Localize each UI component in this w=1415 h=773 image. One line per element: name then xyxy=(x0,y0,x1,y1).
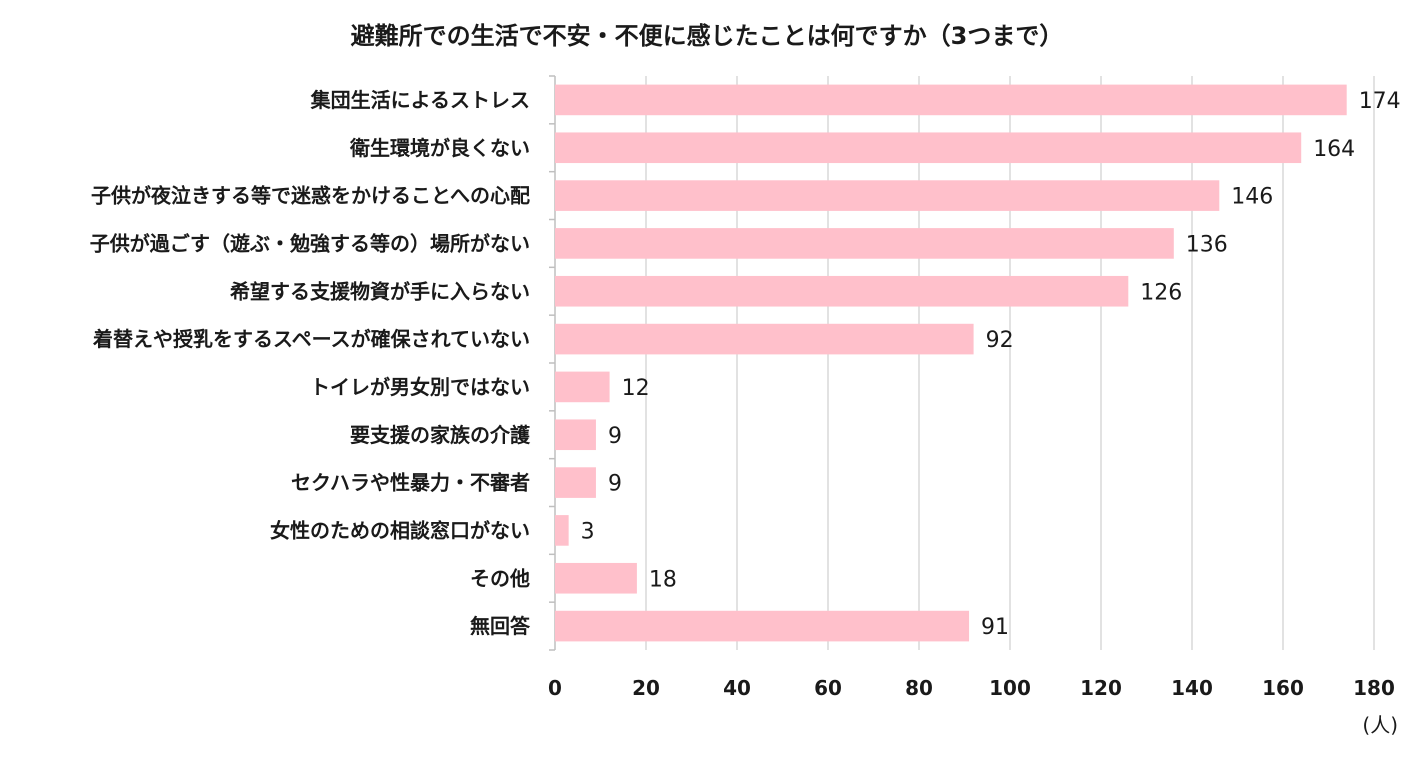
category-labels: 集団生活によるストレス衛生環境が良くない子供が夜泣きする等で迷惑をかけることへの… xyxy=(90,88,531,638)
category-label: 子供が夜泣きする等で迷惑をかけることへの心配 xyxy=(91,184,530,208)
bar xyxy=(555,467,596,498)
x-axis-ticks: 0 20 40 60 80 100 120 140 160 180 xyxy=(548,676,1395,700)
category-label: 集団生活によるストレス xyxy=(310,88,530,112)
x-tick-label: 160 xyxy=(1262,676,1304,700)
bar xyxy=(555,180,1220,211)
value-label: 92 xyxy=(986,328,1014,353)
x-tick-label: 140 xyxy=(1171,676,1213,700)
category-label: 無回答 xyxy=(470,614,531,638)
value-label: 164 xyxy=(1313,137,1355,162)
x-tick-label: 40 xyxy=(723,676,751,700)
category-label: 子供が過ごす（遊ぶ・勉強する等の）場所がない xyxy=(90,231,530,255)
bar xyxy=(555,132,1302,164)
bar xyxy=(555,84,1347,116)
x-tick-label: 100 xyxy=(989,676,1031,700)
category-label: 衛生環境が良くない xyxy=(349,136,530,160)
bar xyxy=(555,323,974,355)
category-label: 着替えや授乳をするスペースが確保されていない xyxy=(92,327,530,351)
value-label: 174 xyxy=(1359,89,1401,114)
gridlines xyxy=(549,75,1375,651)
category-label: 女性のための相談窓口がない xyxy=(270,518,530,542)
value-label: 91 xyxy=(981,615,1009,640)
value-label: 136 xyxy=(1186,232,1228,257)
category-label: その他 xyxy=(470,566,530,590)
bar xyxy=(555,562,637,594)
category-label: 希望する支援物資が手に入らない xyxy=(230,279,530,303)
bar xyxy=(555,228,1174,259)
bar xyxy=(555,515,569,546)
value-label: 9 xyxy=(608,472,622,497)
chart-title: 避難所での生活で不安・不便に感じたことは何ですか（3つまで） xyxy=(351,22,1064,50)
category-label: 要支援の家族の介護 xyxy=(350,423,531,447)
bar xyxy=(555,610,970,642)
x-tick-label: 180 xyxy=(1353,676,1395,700)
bars xyxy=(555,84,1347,642)
x-tick-label: 20 xyxy=(632,676,660,700)
x-tick-label: 80 xyxy=(905,676,933,700)
bar xyxy=(555,275,1129,307)
x-tick-label: 120 xyxy=(1080,676,1122,700)
bar xyxy=(555,371,610,403)
value-label: 18 xyxy=(649,567,677,592)
value-label: 12 xyxy=(622,376,650,401)
value-label: 3 xyxy=(581,519,595,544)
bar xyxy=(555,419,596,451)
value-label: 9 xyxy=(608,424,622,449)
category-label: セクハラや性暴力・不審者 xyxy=(291,471,530,495)
category-label: トイレが男女別ではない xyxy=(310,375,530,399)
x-tick-label: 0 xyxy=(548,676,562,700)
x-tick-label: 60 xyxy=(814,676,842,700)
value-label: 126 xyxy=(1140,280,1182,305)
x-axis-unit: (人) xyxy=(1362,713,1398,737)
value-label: 146 xyxy=(1231,185,1273,210)
